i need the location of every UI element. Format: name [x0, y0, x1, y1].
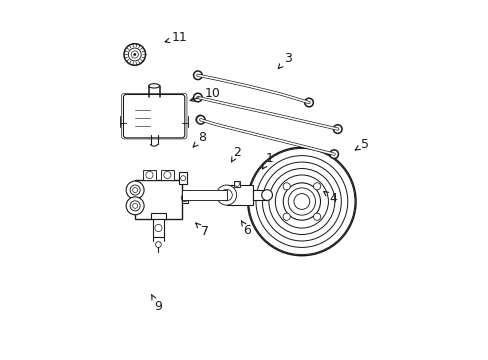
Bar — [152, 220, 164, 237]
Bar — [233, 181, 240, 187]
Circle shape — [304, 98, 313, 107]
Circle shape — [193, 93, 202, 102]
Circle shape — [313, 213, 320, 220]
Bar — [142, 170, 156, 180]
Bar — [226, 185, 253, 205]
Text: 6: 6 — [241, 221, 251, 237]
Circle shape — [313, 183, 320, 190]
Circle shape — [329, 150, 338, 158]
Circle shape — [283, 183, 290, 190]
Bar — [135, 180, 182, 220]
Text: 10: 10 — [190, 87, 220, 101]
Circle shape — [216, 185, 236, 205]
Circle shape — [333, 125, 341, 134]
Bar — [182, 190, 226, 201]
Text: 1: 1 — [262, 152, 273, 169]
Text: 4: 4 — [323, 192, 337, 205]
Bar — [150, 213, 166, 220]
Circle shape — [133, 53, 136, 56]
Text: 2: 2 — [231, 145, 241, 162]
Circle shape — [196, 116, 204, 124]
Circle shape — [126, 181, 144, 199]
Circle shape — [124, 44, 145, 65]
Text: 7: 7 — [195, 223, 209, 238]
Bar — [253, 190, 266, 201]
Text: 5: 5 — [354, 138, 368, 150]
FancyBboxPatch shape — [123, 94, 184, 138]
Bar — [182, 193, 188, 203]
Circle shape — [283, 183, 320, 220]
Text: 3: 3 — [278, 51, 291, 69]
Bar — [179, 172, 187, 184]
Text: 9: 9 — [151, 294, 162, 313]
Circle shape — [193, 71, 202, 80]
Circle shape — [126, 197, 144, 215]
Circle shape — [293, 194, 309, 210]
Text: 11: 11 — [165, 31, 187, 44]
Bar — [161, 170, 174, 180]
Text: 8: 8 — [193, 131, 206, 147]
Circle shape — [283, 213, 290, 220]
Circle shape — [247, 147, 355, 256]
Circle shape — [261, 190, 272, 201]
